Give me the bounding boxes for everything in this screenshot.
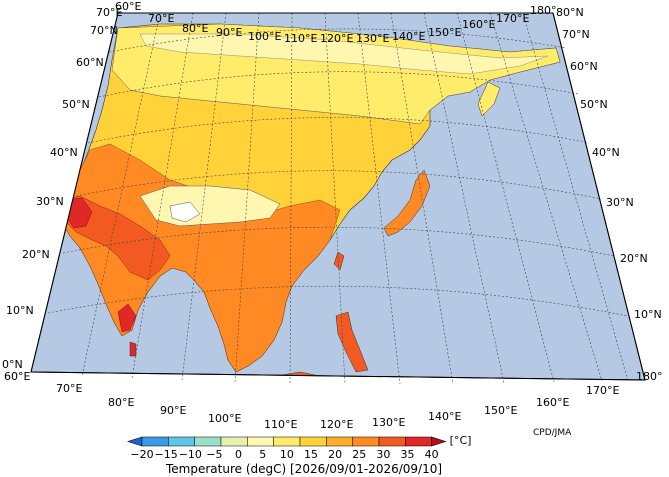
- lon-label: 110°E: [264, 418, 297, 431]
- zone-hot-south-india: [117, 303, 137, 333]
- lat-label: 30°N: [36, 195, 64, 208]
- lat-labels-right: 80°N 70°N 60°N 50°N 40°N 30°N 20°N 10°N: [556, 6, 662, 321]
- colorbar-swatch: [141, 436, 169, 447]
- lat-label: 70°N: [90, 24, 118, 37]
- lon-label: 90°E: [216, 26, 242, 39]
- lon-label: 90°E: [160, 404, 186, 417]
- colorbar-unit: [°C]: [450, 434, 472, 447]
- lat-label: 50°N: [580, 98, 608, 111]
- lon-label: 170°E: [586, 384, 619, 397]
- lon-label: 140°E: [392, 30, 425, 43]
- lat-label: 10°N: [6, 304, 34, 317]
- colorbar-tick-label: 5: [259, 448, 266, 461]
- lat-label: 20°N: [620, 252, 648, 265]
- credit-label: CPD/JMA: [533, 428, 572, 438]
- lon-labels-bottom: 60°E 70°E 80°E 90°E 100°E 110°E 120°E 13…: [4, 370, 663, 431]
- land-kamchatka: [477, 81, 501, 117]
- land-japan: [383, 169, 431, 237]
- map-frame: [30, 12, 646, 381]
- colorbar-swatch: [326, 436, 353, 447]
- lat-label: 30°N: [606, 196, 634, 209]
- lon-label: 180°: [530, 4, 557, 17]
- lon-label: 100°E: [208, 412, 241, 425]
- colorbar-tick-label: −15: [155, 448, 178, 461]
- lat-label: 80°N: [556, 6, 584, 19]
- lon-label: 70°E: [148, 12, 174, 25]
- zone-tibet-cold: [169, 201, 201, 223]
- lon-label: 70°E: [96, 6, 122, 19]
- lat-label: 20°N: [22, 248, 50, 261]
- lon-label: 180°: [636, 370, 663, 383]
- lat-label: 60°N: [570, 60, 598, 73]
- zone-arctic: [139, 33, 549, 75]
- graticule: [47, 12, 629, 385]
- lon-label: 110°E: [284, 32, 317, 45]
- lat-label: 40°N: [50, 146, 78, 159]
- lon-label: 130°E: [372, 416, 405, 429]
- colorbar-arrow-low: [127, 436, 143, 447]
- lon-label: 160°E: [536, 396, 569, 409]
- colorbar-swatch: [168, 436, 195, 447]
- lon-label: 140°E: [428, 410, 461, 423]
- lon-label: 80°E: [182, 22, 208, 35]
- colorbar-swatch: [352, 436, 380, 447]
- colorbar-caption: Temperature (degC) [2026/09/01-2026/09/1…: [165, 462, 442, 476]
- colorbar-arrow-high: [431, 436, 447, 447]
- lon-label: 60°E: [115, 0, 141, 13]
- lon-label: 120°E: [320, 418, 353, 431]
- lat-labels-left: 0°N 10°N 20°N 30°N 40°N 50°N 60°N 70°N: [2, 24, 118, 371]
- colorbar-tick-label: −5: [206, 448, 222, 461]
- colorbar-tick-label: −10: [179, 448, 202, 461]
- lat-label: 40°N: [592, 146, 620, 159]
- colorbar-swatch: [273, 436, 301, 447]
- land-srilanka: [129, 341, 137, 357]
- colorbar-tick-label: 0: [235, 448, 242, 461]
- colorbar-tick-label: 35: [401, 448, 415, 461]
- lon-label: 150°E: [428, 26, 461, 39]
- lon-label: 100°E: [248, 30, 281, 43]
- lon-label: 130°E: [356, 32, 389, 45]
- colorbar-tick-label: 40: [425, 448, 439, 461]
- lat-label: 70°N: [562, 28, 590, 41]
- colorbar-swatch: [194, 436, 222, 447]
- colorbar: −20 −15 −10 −5 0 5 10 15 20 25 30 35 40 [°C]: [127, 434, 472, 461]
- colorbar-tick-label: 25: [352, 448, 366, 461]
- colorbar-tick-label: 10: [280, 448, 294, 461]
- lat-label: 60°N: [76, 56, 104, 69]
- land-philippines: [335, 311, 369, 373]
- colorbar-swatch: [247, 436, 274, 447]
- lon-label: 60°E: [4, 370, 30, 383]
- land-taiwan: [333, 251, 345, 271]
- lon-label: 70°E: [56, 382, 82, 395]
- colorbar-tick-label: 15: [304, 448, 318, 461]
- lon-labels-top: 70°E 60°E 70°E 80°E 90°E 100°E 110°E 120…: [96, 0, 557, 45]
- lat-label: 10°N: [634, 308, 662, 321]
- lon-label: 150°E: [484, 404, 517, 417]
- colorbar-swatch: [299, 436, 327, 447]
- colorbar-swatch: [220, 436, 248, 447]
- lon-label: 120°E: [320, 32, 353, 45]
- colorbar-swatch: [378, 436, 406, 447]
- colorbar-swatch: [405, 436, 432, 447]
- lat-label: 50°N: [62, 98, 90, 111]
- colorbar-tick-label: −20: [130, 448, 153, 461]
- lon-label: 170°E: [496, 12, 529, 25]
- zone-hot-india: [63, 195, 171, 281]
- lat-label: 0°N: [2, 358, 23, 371]
- lon-label: 160°E: [462, 18, 495, 31]
- colorbar-tick-label: 20: [328, 448, 342, 461]
- colorbar-tick-label: 30: [376, 448, 390, 461]
- lon-label: 80°E: [108, 396, 134, 409]
